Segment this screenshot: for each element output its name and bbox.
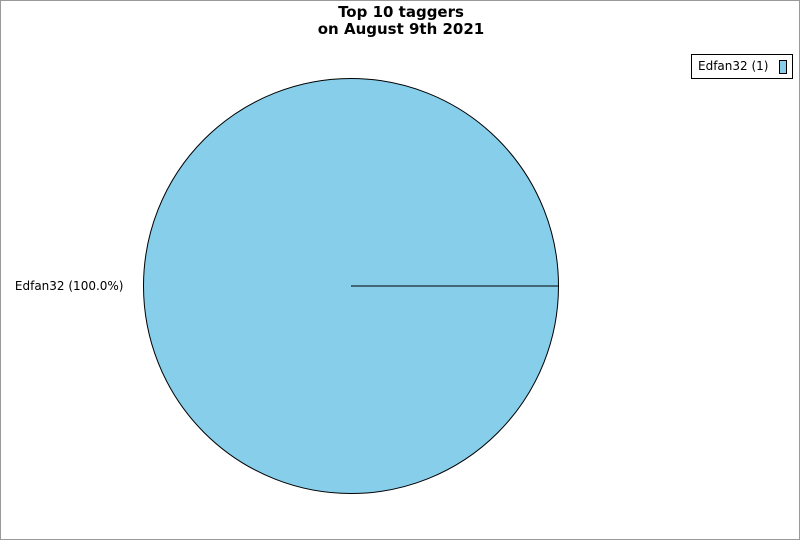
- legend-label: Edfan32 (1): [698, 59, 769, 73]
- subtitle-line: on August 9th 2021: [317, 20, 485, 38]
- title-line: Top 10 taggers: [338, 3, 464, 21]
- legend: Edfan32 (1): [691, 54, 793, 79]
- legend-swatch: [779, 60, 787, 74]
- chart-title: Top 10 taggers on August 9th 2021: [1, 3, 799, 38]
- slice-label: Edfan32 (100.0%): [15, 279, 124, 293]
